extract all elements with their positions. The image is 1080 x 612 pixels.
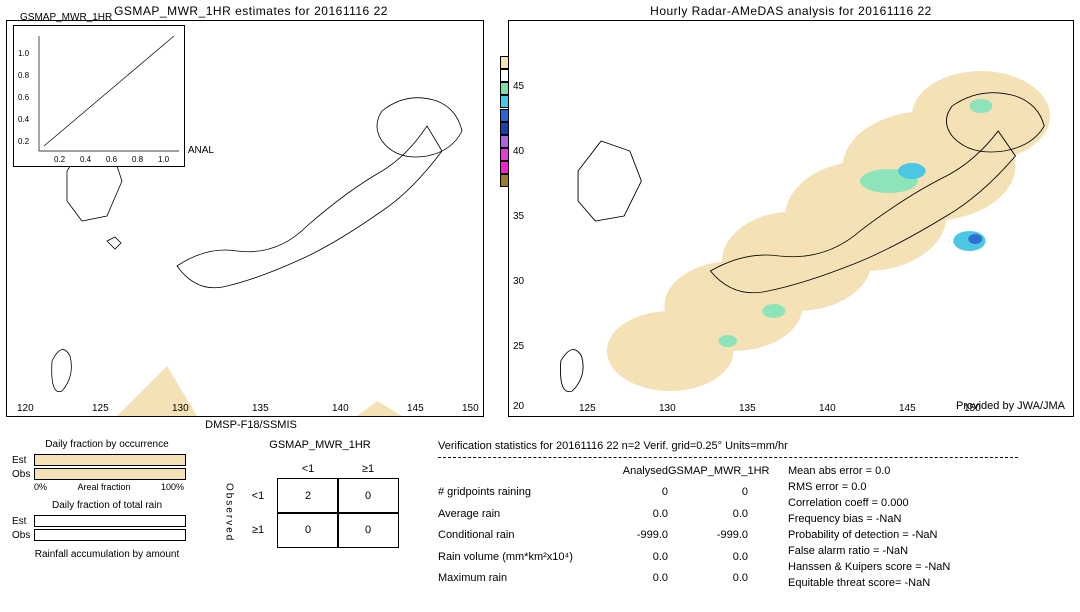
svg-text:0.6: 0.6 <box>106 155 118 164</box>
error-line: Mean abs error = 0.0 <box>788 464 950 480</box>
ct-cell-01: 0 <box>337 478 399 514</box>
inset-xlabel: ANAL <box>188 145 214 156</box>
svg-text:0.2: 0.2 <box>54 155 66 164</box>
satellite-label: DMSP-F18/SSMIS <box>6 419 496 431</box>
est-label: Est <box>12 455 30 466</box>
svg-text:0.4: 0.4 <box>80 155 92 164</box>
ct-title: GSMAP_MWR_1HR <box>220 439 420 451</box>
error-line: Correlation coeff = 0.000 <box>788 496 950 512</box>
contingency-table: GSMAP_MWR_1HR <1 ≥1 Observed <1 2 0 ≥1 0… <box>220 439 420 547</box>
occ-title: Daily fraction by occurrence <box>12 439 202 450</box>
svg-text:1.0: 1.0 <box>18 49 30 58</box>
ct-cell-11: 0 <box>337 512 399 548</box>
svg-text:0.8: 0.8 <box>132 155 144 164</box>
right-map-title: Hourly Radar-AMeDAS analysis for 2016111… <box>508 4 1074 18</box>
provided-label: Provided by JWA/JMA <box>956 400 1065 412</box>
svg-text:0.2: 0.2 <box>18 137 30 146</box>
fractions-panel: Daily fraction by occurrence Est Obs 0% … <box>12 439 202 564</box>
ct-side: Observed <box>224 483 235 542</box>
svg-text:0.4: 0.4 <box>18 115 30 124</box>
left-map: GSMAP_MWR_1HR 0.20.4 0.60.8 1.0 0.20.4 0… <box>6 20 484 417</box>
error-line: Hanssen & Kuipers score = -NaN <box>788 560 950 576</box>
accum-title: Rainfall accumulation by amount <box>12 549 202 560</box>
error-line: False alarm ratio = -NaN <box>788 544 950 560</box>
error-line: RMS error = 0.0 <box>788 480 950 496</box>
svg-text:0.8: 0.8 <box>18 71 30 80</box>
error-metrics: Mean abs error = 0.0RMS error = 0.0Corre… <box>788 464 950 592</box>
error-line: Frequency bias = -NaN <box>788 512 950 528</box>
stats-table: Analysed GSMAP_MWR_1HR # gridpoints rain… <box>438 464 748 592</box>
stats-panel: Verification statistics for 20161116 22 … <box>438 439 1072 591</box>
rain-title: Daily fraction of total rain <box>12 500 202 511</box>
svg-text:0.6: 0.6 <box>18 93 30 102</box>
error-line: Probability of detection = -NaN <box>788 528 950 544</box>
svg-text:1.0: 1.0 <box>158 155 170 164</box>
obs-label: Obs <box>12 469 30 480</box>
ct-cell-10: 0 <box>277 512 339 548</box>
ct-cell-00: 2 <box>277 478 339 514</box>
stats-header: Verification statistics for 20161116 22 … <box>438 439 1072 455</box>
inset-plot: GSMAP_MWR_1HR 0.20.4 0.60.8 1.0 0.20.4 0… <box>13 25 185 167</box>
inset-title: GSMAP_MWR_1HR <box>20 12 112 23</box>
error-line: Equitable threat score= -NaN <box>788 576 950 592</box>
right-map: 45 40 35 30 25 20 125 130 135 140 145 15… <box>508 20 1074 417</box>
